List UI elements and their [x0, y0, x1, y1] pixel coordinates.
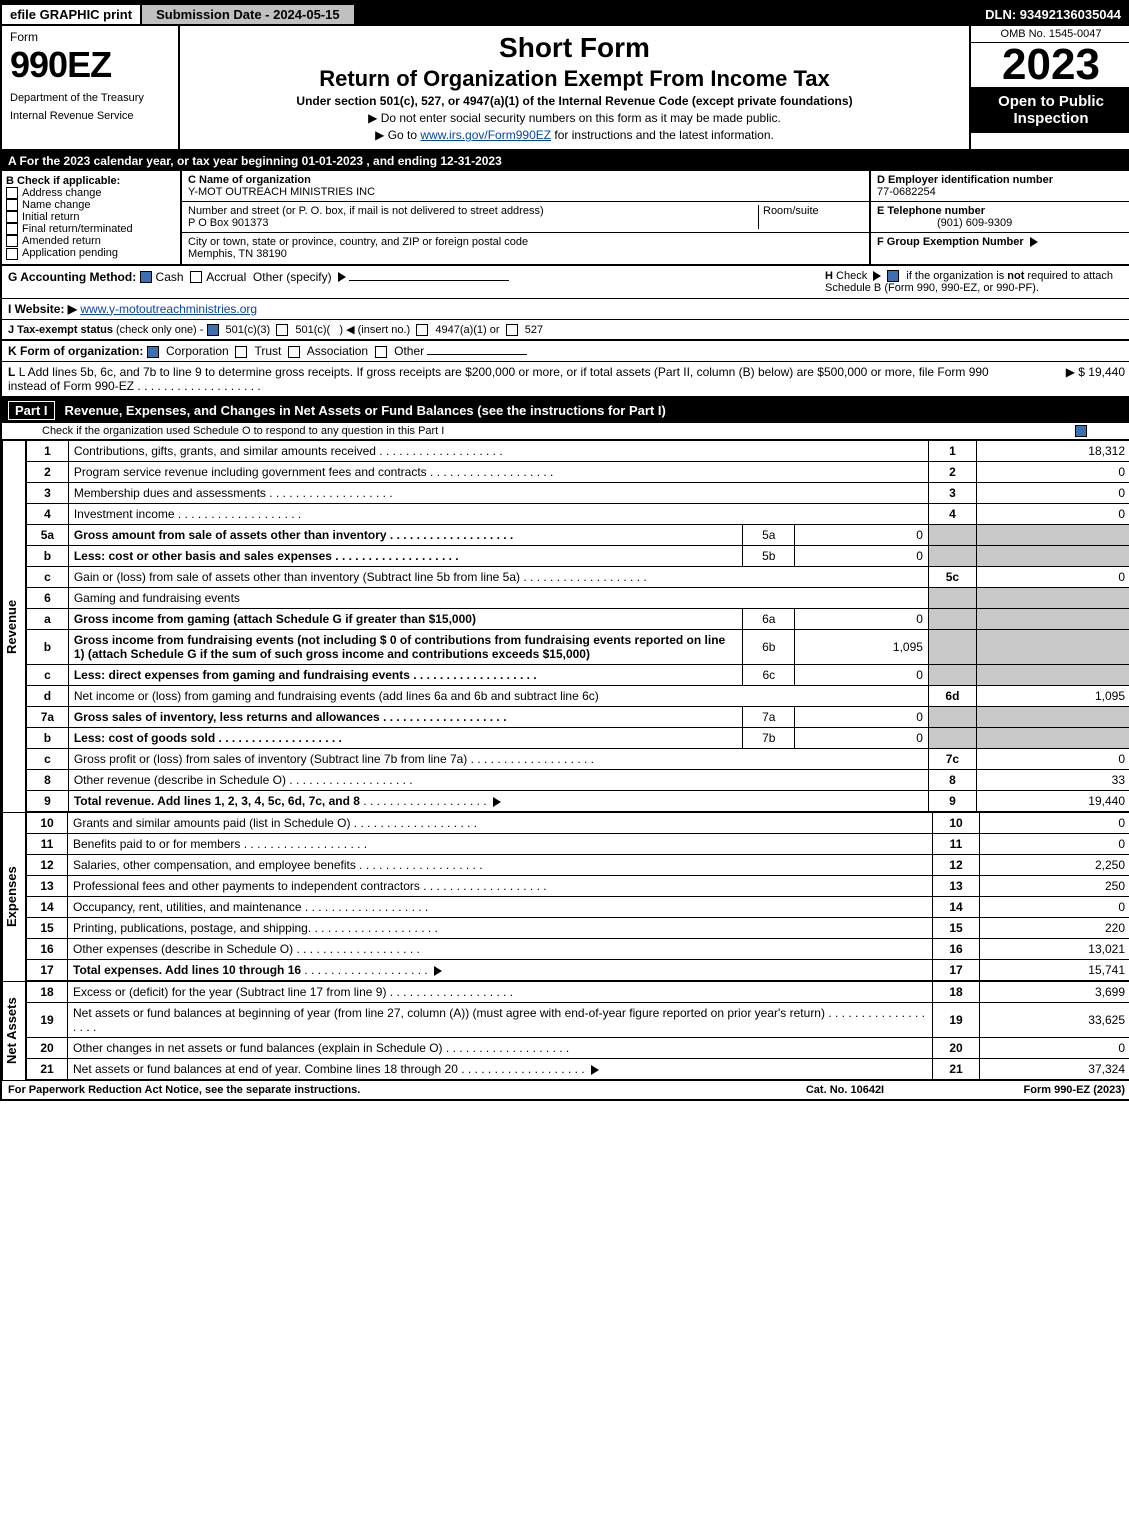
expenses-table: 10Grants and similar amounts paid (list …: [26, 812, 1129, 981]
form-number: 990EZ: [10, 44, 170, 86]
chk-name-change[interactable]: [6, 199, 18, 211]
chk-app-pending[interactable]: [6, 248, 18, 260]
top-bar: efile GRAPHIC print Submission Date - 20…: [2, 2, 1129, 26]
net-assets-table: 18Excess or (deficit) for the year (Subt…: [26, 981, 1129, 1080]
part1-check-text: Check if the organization used Schedule …: [42, 425, 1075, 437]
chk-amended[interactable]: [6, 235, 18, 247]
chk-cash[interactable]: [140, 271, 152, 283]
chk-schedule-o[interactable]: [1075, 425, 1087, 437]
phone: (901) 609-9309: [877, 217, 1012, 229]
submission-date: Submission Date - 2024-05-15: [142, 5, 356, 24]
section-b: B Check if applicable: Address change Na…: [2, 171, 182, 264]
chk-corp[interactable]: [147, 346, 159, 358]
side-net-assets: Net Assets: [2, 981, 26, 1080]
section-de: D Employer identification number77-06822…: [869, 171, 1129, 264]
j-label: J Tax-exempt status: [8, 324, 113, 336]
footer: For Paperwork Reduction Act Notice, see …: [2, 1080, 1129, 1099]
chk-initial-return[interactable]: [6, 211, 18, 223]
arrow-icon: [873, 271, 881, 281]
side-expenses: Expenses: [2, 812, 26, 981]
form-ref: Form 990-EZ (2023): [945, 1084, 1125, 1096]
arrow-icon: [591, 1065, 599, 1075]
return-title: Return of Organization Exempt From Incom…: [184, 66, 965, 92]
i-label: I Website: ▶: [8, 302, 77, 316]
room-suite: Room/suite: [758, 205, 863, 229]
street: P O Box 901373: [188, 217, 269, 229]
chk-527[interactable]: [506, 324, 518, 336]
b-title: B Check if applicable:: [6, 175, 176, 187]
ein: 77-0682254: [877, 186, 936, 198]
chk-501c3[interactable]: [207, 324, 219, 336]
section-c: C Name of organizationY-MOT OUTREACH MIN…: [182, 171, 869, 264]
website-link[interactable]: www.y-motoutreachministries.org: [80, 302, 257, 316]
chk-assoc[interactable]: [288, 346, 300, 358]
arrow-icon: [338, 272, 346, 282]
org-name: Y-MOT OUTREACH MINISTRIES INC: [188, 186, 375, 198]
paperwork-notice: For Paperwork Reduction Act Notice, see …: [8, 1084, 745, 1096]
chk-final-return[interactable]: [6, 223, 18, 235]
arrow-icon: [434, 966, 442, 976]
cat-no: Cat. No. 10642I: [745, 1084, 945, 1096]
dln: DLN: 93492136035044: [975, 5, 1129, 24]
form-990ez: efile GRAPHIC print Submission Date - 20…: [0, 0, 1129, 1101]
ssn-warning: ▶ Do not enter social security numbers o…: [184, 111, 965, 125]
open-public: Open to Public Inspection: [971, 87, 1129, 133]
chk-4947[interactable]: [416, 324, 428, 336]
chk-accrual[interactable]: [190, 271, 202, 283]
subtitle: Under section 501(c), 527, or 4947(a)(1)…: [184, 94, 965, 108]
part1-header: Part I Revenue, Expenses, and Changes in…: [2, 398, 1129, 423]
k-label: K Form of organization:: [8, 344, 143, 358]
g-label: G Accounting Method:: [8, 270, 136, 284]
dept-treasury: Department of the Treasury: [10, 92, 170, 104]
city-state-zip: Memphis, TN 38190: [188, 248, 287, 260]
chk-501c[interactable]: [276, 324, 288, 336]
form-word: Form: [10, 30, 170, 44]
side-revenue: Revenue: [2, 440, 26, 812]
tax-year: 2023: [971, 43, 1129, 87]
efile-label[interactable]: efile GRAPHIC print: [2, 5, 142, 24]
chk-other-org[interactable]: [375, 346, 387, 358]
arrow-icon: [493, 797, 501, 807]
row-a: A For the 2023 calendar year, or tax yea…: [2, 151, 1129, 171]
arrow-icon: [1030, 237, 1038, 247]
irs-label: Internal Revenue Service: [10, 110, 170, 122]
short-form-title: Short Form: [184, 32, 965, 64]
revenue-table: 1Contributions, gifts, grants, and simil…: [26, 440, 1129, 812]
chk-sched-b[interactable]: [887, 270, 899, 282]
goto-link-line: ▶ Go to www.irs.gov/Form990EZ for instru…: [184, 128, 965, 142]
irs-link[interactable]: www.irs.gov/Form990EZ: [420, 128, 551, 142]
chk-address-change[interactable]: [6, 187, 18, 199]
chk-trust[interactable]: [235, 346, 247, 358]
l-amount: ▶ $ 19,440: [1005, 365, 1125, 393]
